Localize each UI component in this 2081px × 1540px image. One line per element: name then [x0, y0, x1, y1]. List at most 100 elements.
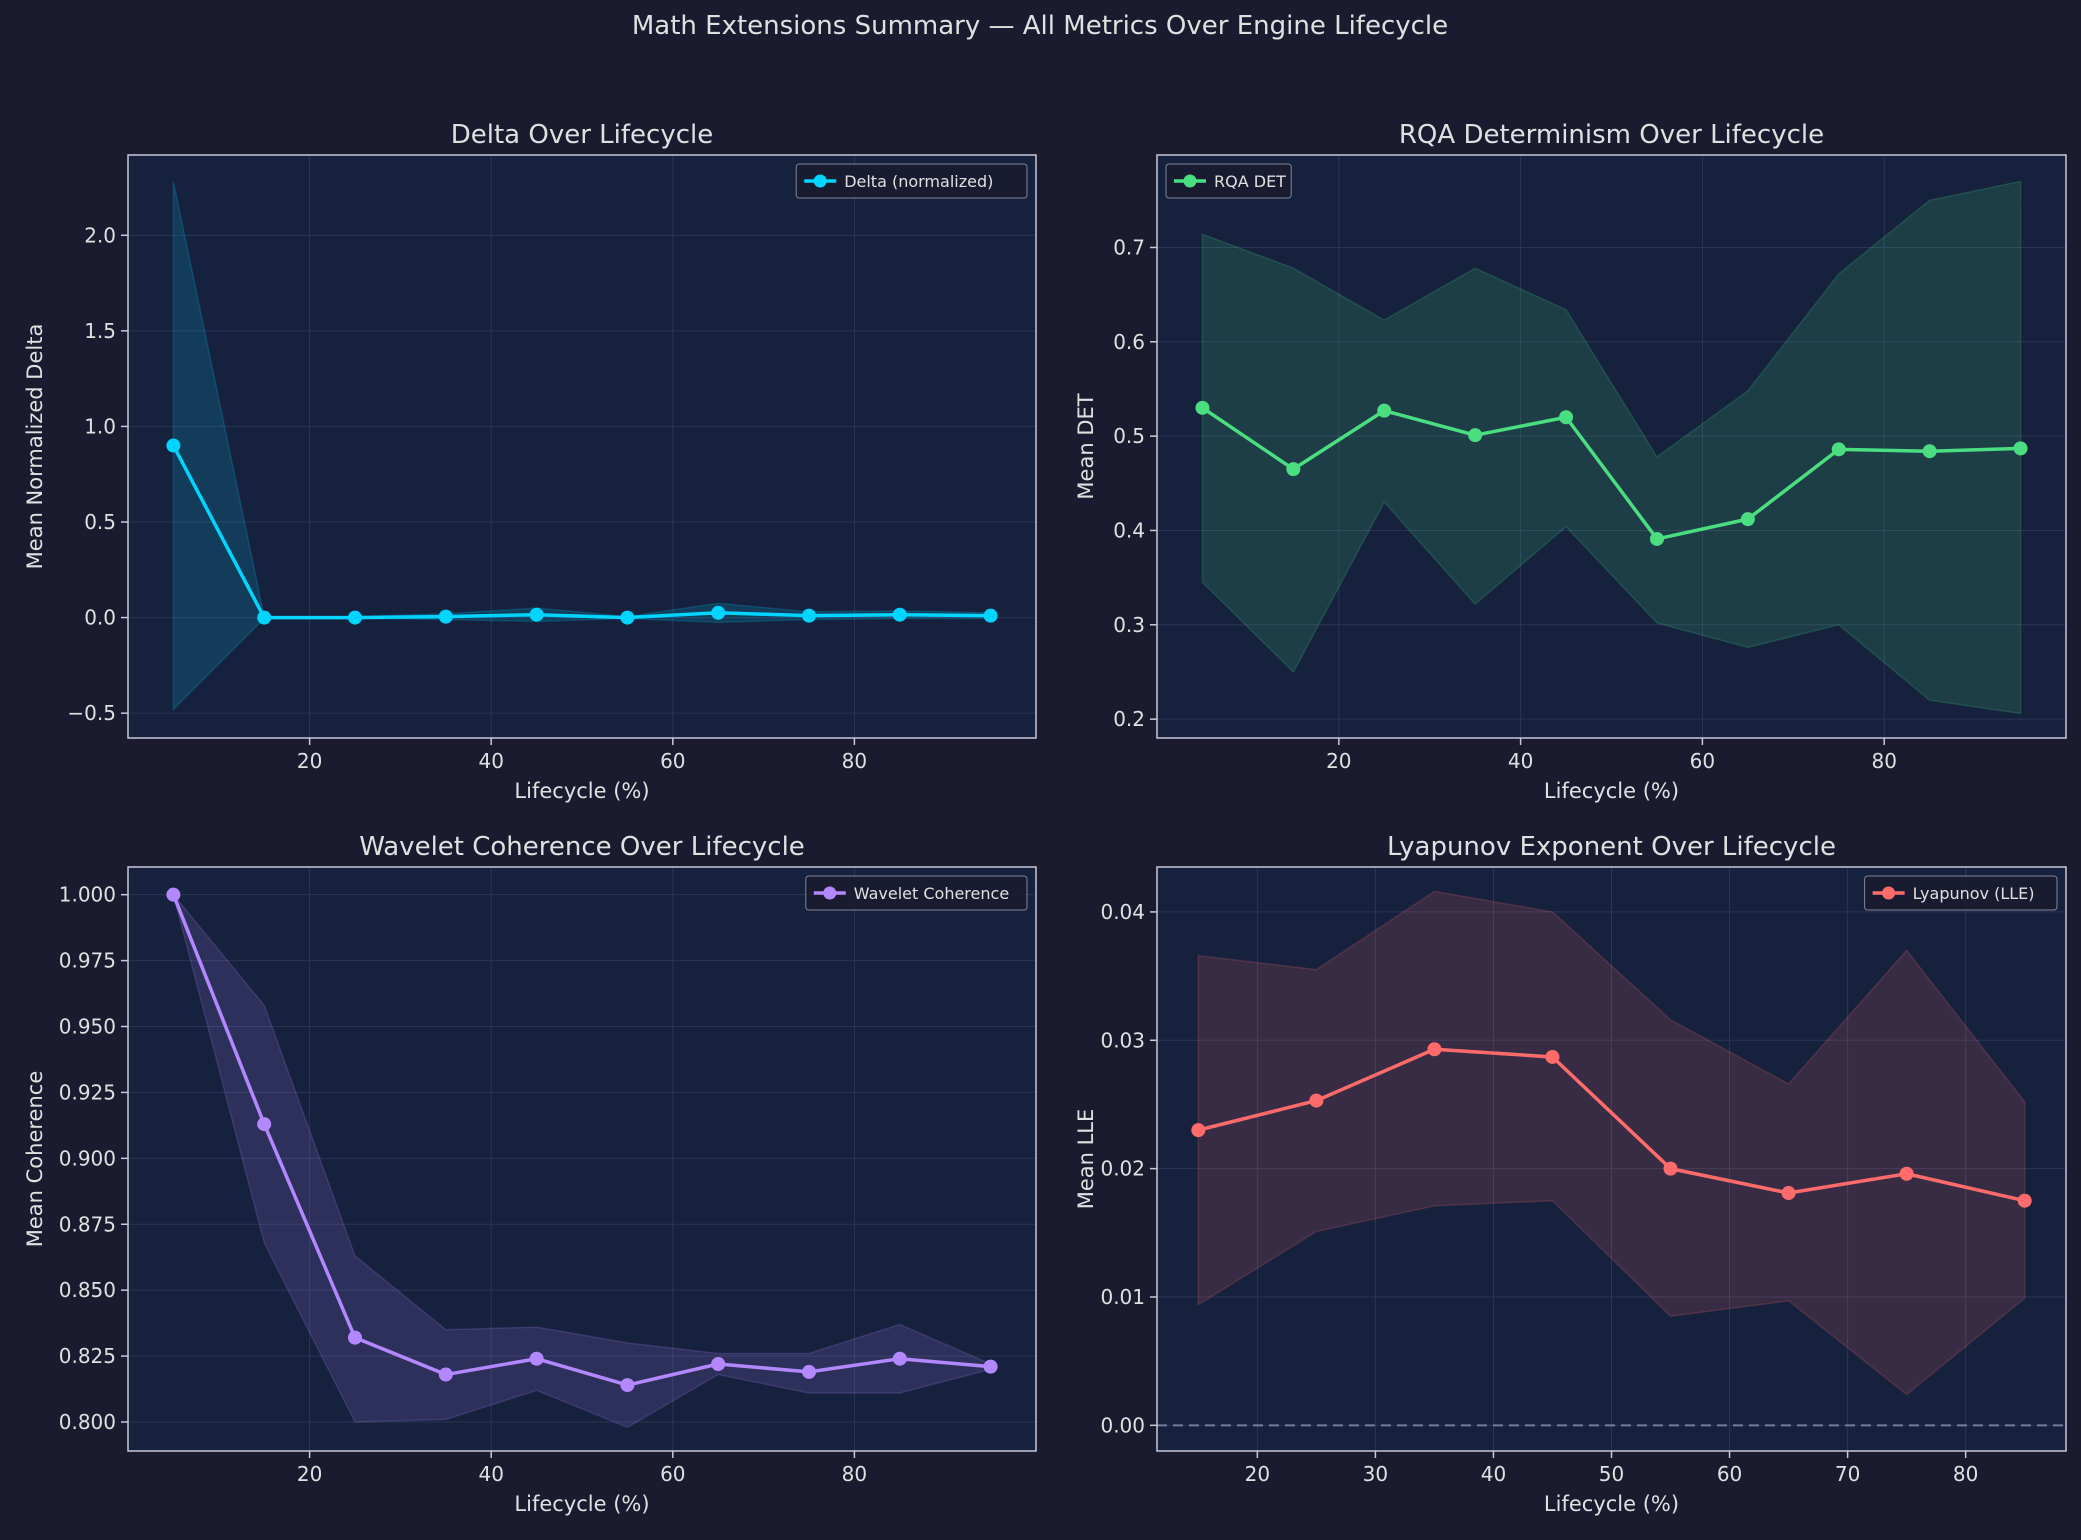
series-line — [1197, 1047, 2026, 1203]
legend-box — [805, 875, 1028, 911]
x-axis-label: Lifecycle (%) — [514, 1492, 649, 1516]
x-tick-label: 80 — [1953, 1462, 1978, 1486]
data-point — [1195, 400, 1210, 415]
x-tick-label: 30 — [1363, 1462, 1388, 1486]
series-line — [171, 894, 991, 1387]
y-tick-label: 0.975 — [59, 949, 116, 973]
data-point — [983, 1359, 998, 1374]
data-point — [438, 609, 453, 624]
y-tick-label: 0.850 — [59, 1278, 116, 1302]
data-point — [529, 607, 544, 622]
data-point — [711, 1356, 726, 1371]
data-point — [1309, 1093, 1324, 1108]
data-point — [529, 1351, 544, 1366]
x-tick-label: 50 — [1599, 1462, 1624, 1486]
data-point — [1545, 1049, 1560, 1064]
data-point — [1559, 410, 1574, 425]
y-axis-label: Mean LLE — [1074, 1109, 1098, 1210]
data-point — [802, 1364, 816, 1379]
data-point — [892, 607, 907, 622]
y-axis-label: Mean Coherence — [23, 1071, 47, 1248]
legend: Delta (normalized) — [795, 163, 1028, 199]
data-point — [1781, 1186, 1796, 1201]
plot-area — [128, 155, 1036, 738]
x-tick-label: 40 — [478, 1462, 503, 1486]
y-tick-label: 0.950 — [59, 1015, 116, 1039]
data-point — [892, 1351, 907, 1366]
y-tick-label: 0.3 — [1113, 613, 1145, 637]
plot-area — [1157, 155, 2066, 738]
data-point — [1740, 512, 1755, 527]
data-point — [1468, 428, 1483, 443]
legend-marker — [1183, 174, 1197, 188]
y-tick-label: 0.02 — [1100, 1157, 1145, 1181]
axes-frame — [127, 154, 1037, 739]
x-tick-label: 20 — [297, 749, 322, 773]
y-tick-label: 0.5 — [1113, 424, 1145, 448]
chart-panel-4: 20 30 40 50 60 70 80 0.00 0.01 0.02 0.03 0.04 Lyapun… — [1074, 832, 2067, 1516]
x-axis-label: Lifecycle (%) — [514, 779, 649, 803]
y-tick-label: 2.0 — [84, 223, 116, 247]
data-point — [1427, 1042, 1442, 1057]
chart-panel-3: 20 40 60 80 0.800 0.825 0.850 0.875 0.900 0.925 0.… — [23, 832, 1037, 1516]
chart-panels: 20 40 60 80 −0.5 0.0 0.5 1.0 1.5 2.0 Delta Over Li… — [23, 120, 2067, 1516]
x-tick-label: 60 — [660, 749, 685, 773]
series-line — [1201, 406, 2021, 541]
x-tick-label: 60 — [1717, 1462, 1742, 1486]
data-point — [257, 1117, 272, 1132]
x-axis-label: Lifecycle (%) — [1544, 1492, 1679, 1516]
legend-marker — [823, 886, 837, 900]
data-point — [1831, 442, 1846, 457]
x-axis-label: Lifecycle (%) — [1544, 779, 1679, 803]
series-line — [171, 444, 991, 620]
legend-marker — [1882, 886, 1896, 900]
x-tick-label: 20 — [297, 1462, 322, 1486]
y-tick-label: 1.5 — [84, 319, 116, 343]
data-point — [2013, 441, 2028, 456]
x-tick-label: 20 — [1326, 749, 1351, 773]
x-tick-label: 60 — [1690, 749, 1715, 773]
y-tick-label: 1.0 — [84, 414, 116, 438]
x-tick-label: 20 — [1245, 1462, 1270, 1486]
axes-frame — [1156, 154, 2067, 739]
data-point — [1191, 1123, 1206, 1138]
y-tick-label: 0.875 — [59, 1212, 116, 1236]
data-point — [348, 1330, 362, 1345]
chart-title: Wavelet Coherence Over Lifecycle — [359, 832, 805, 862]
legend-box — [1165, 163, 1292, 199]
data-point — [620, 1378, 635, 1393]
data-point — [620, 610, 635, 625]
data-point — [711, 605, 726, 620]
data-point — [1286, 462, 1301, 477]
data-point — [2017, 1193, 2032, 1208]
x-tick-label: 70 — [1835, 1462, 1860, 1486]
y-tick-label: 0.00 — [1100, 1413, 1145, 1437]
y-tick-label: 0.0 — [84, 606, 116, 630]
x-tick-label: 60 — [660, 1462, 685, 1486]
data-point — [1663, 1161, 1678, 1176]
legend-label: RQA DET — [1214, 172, 1286, 191]
legend-box — [795, 163, 1028, 199]
y-tick-label: 0.800 — [59, 1410, 116, 1434]
x-tick-label: 40 — [1481, 1462, 1506, 1486]
y-tick-label: 0.900 — [59, 1146, 116, 1170]
y-tick-label: 0.03 — [1100, 1028, 1145, 1052]
data-point — [1649, 531, 1664, 546]
chart-panel-2: 20 40 60 80 0.2 0.3 0.4 0.5 0.6 0.7 RQA Determinis… — [1074, 120, 2067, 803]
x-tick-label: 40 — [1508, 749, 1533, 773]
data-point — [1899, 1166, 1914, 1181]
figure-title: Math Extensions Summary — All Metrics Ov… — [632, 11, 1448, 41]
grid — [1157, 155, 2066, 738]
confidence-band — [1201, 180, 2022, 715]
data-point — [166, 887, 181, 902]
legend: RQA DET — [1165, 163, 1292, 199]
y-tick-label: 0.04 — [1100, 900, 1145, 924]
y-tick-label: 1.000 — [59, 883, 116, 907]
y-tick-label: 0.925 — [59, 1080, 116, 1104]
legend-marker — [813, 174, 827, 188]
confidence-band — [1197, 890, 2026, 1396]
y-tick-label: 0.2 — [1113, 707, 1145, 731]
data-point — [1922, 444, 1937, 459]
chart-title: RQA Determinism Over Lifecycle — [1399, 120, 1824, 150]
